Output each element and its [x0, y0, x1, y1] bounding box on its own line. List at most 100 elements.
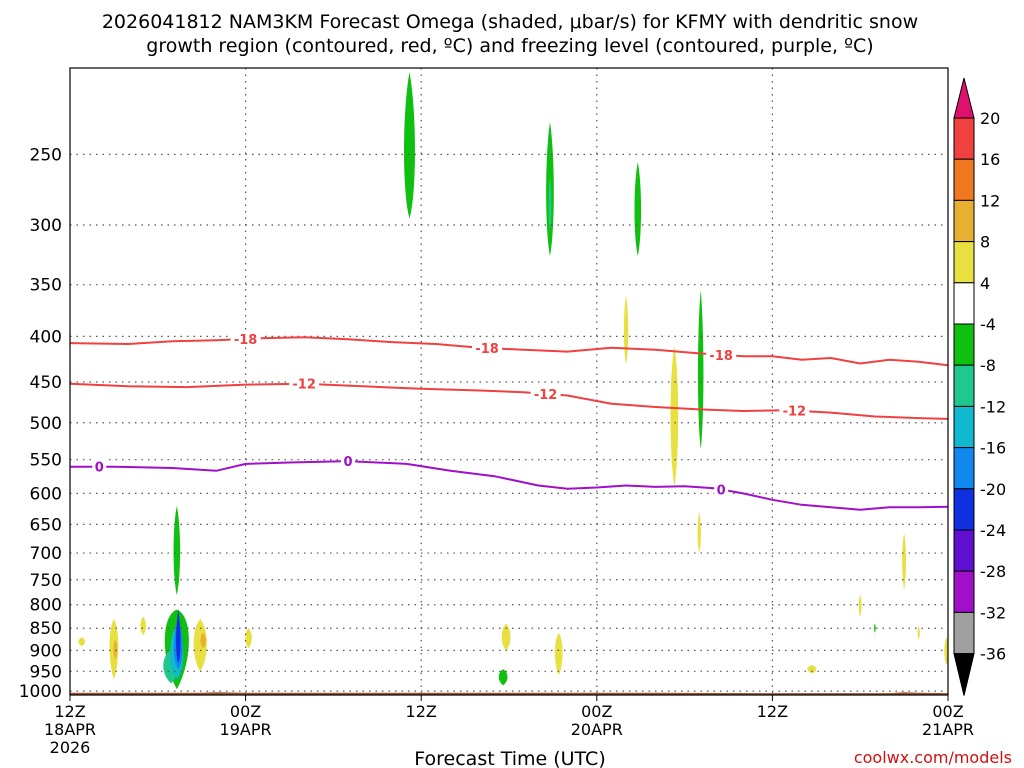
contour-label: -12 [292, 378, 316, 393]
omega-shading [78, 71, 948, 690]
contour-label: 0 [344, 455, 353, 470]
omega-blob [917, 625, 920, 640]
colorbar-segment [953, 117, 975, 160]
colorbar-segment [953, 323, 975, 366]
colorbar-label: -32 [980, 603, 1006, 622]
x-axis-label: Forecast Time (UTC) [414, 748, 605, 768]
omega-blob [902, 533, 907, 590]
contour-label-bg [289, 375, 320, 391]
x-tick-label: 21APR [922, 720, 974, 739]
colorbar-segment [953, 611, 975, 655]
contour-label-bg [341, 453, 356, 469]
colorbar-label: 12 [980, 191, 1000, 210]
omega-blob [670, 345, 679, 487]
contour-line [69, 336, 949, 367]
contour-label-bg [530, 385, 561, 401]
omega-blob [404, 71, 415, 219]
contour-label: 0 [717, 483, 726, 498]
omega-blob [858, 594, 862, 617]
omega-blob [176, 609, 181, 664]
y-tick-label: 300 [30, 216, 62, 236]
contour-label-bg [779, 402, 810, 418]
plot-frame [69, 67, 949, 696]
y-tick-label: 550 [30, 451, 62, 471]
contour-label: -18 [709, 349, 733, 364]
x-tick-label: 20APR [571, 720, 623, 739]
colorbar-label: 20 [980, 109, 1000, 128]
y-tick-label: 450 [30, 373, 62, 393]
plot-area: 2503003504004505005506006507007508008509… [19, 67, 1006, 757]
contour-label-bg [230, 330, 261, 346]
y-tick-label: 900 [30, 641, 62, 661]
x-tick-label: 00Z [581, 702, 612, 721]
omega-blob [697, 290, 704, 449]
colorbar-label: 4 [980, 274, 990, 293]
colorbar-bottom-arrow [953, 653, 975, 696]
omega-blob [498, 669, 508, 686]
contour-label-bg [706, 346, 737, 362]
omega-blob [501, 623, 511, 651]
contour-label: -12 [534, 388, 558, 403]
contour-label: 0 [95, 461, 104, 476]
omega-blob [634, 162, 642, 256]
x-tick-label: 18APR [44, 720, 96, 739]
colorbar-segment [953, 199, 975, 243]
omega-blob [245, 628, 252, 649]
x-tick-label: 2026 [50, 738, 91, 757]
y-tick-label: 400 [30, 327, 62, 347]
omega-blob [697, 512, 701, 554]
omega-blob [113, 639, 118, 659]
contour-label: -18 [234, 333, 258, 348]
omega-blob [944, 637, 948, 666]
chart-subtitle: growth region (contoured, red, ºC) and f… [146, 35, 873, 57]
colorbar-label: 8 [980, 233, 990, 252]
contour-label-bg [472, 340, 503, 356]
colorbar-label: -8 [980, 356, 996, 375]
colorbar-segment [953, 529, 975, 572]
omega-blob [193, 619, 207, 672]
colorbar-label: -20 [980, 480, 1006, 499]
x-tick-label: 12Z [54, 702, 85, 721]
x-tick-label: 00Z [230, 702, 261, 721]
omega-blob [554, 632, 563, 676]
credit-label: coolwx.com/models [854, 748, 1012, 767]
contour-label-bg [92, 458, 107, 474]
x-tick-label: 12Z [406, 702, 437, 721]
colorbar-segment [953, 282, 975, 325]
y-tick-label: 500 [30, 414, 62, 434]
colorbar-segment [953, 488, 975, 531]
colorbar-label: -4 [980, 315, 996, 334]
omega-blob [807, 665, 817, 674]
contour-line [69, 382, 949, 420]
colorbar-top-arrow [953, 77, 975, 119]
colorbar-label: -36 [980, 645, 1006, 664]
y-tick-label: 850 [30, 619, 62, 639]
omega-blob [173, 506, 181, 595]
colorbar-label: -24 [980, 521, 1006, 540]
y-tick-label: 350 [30, 276, 62, 296]
contour-line [70, 460, 949, 511]
colorbar-segment [953, 241, 975, 284]
contour-label: -12 [783, 405, 807, 420]
y-tick-label: 950 [30, 662, 62, 682]
x-tick-label: 12Z [757, 702, 788, 721]
y-tick-label: 800 [30, 596, 62, 616]
colorbar-label: -28 [980, 562, 1006, 581]
y-tick-label: 650 [30, 515, 62, 535]
y-tick-label: 1000 [19, 682, 62, 702]
terrain-ground [70, 692, 948, 695]
omega-blob [140, 616, 146, 635]
colorbar-segment [953, 447, 975, 490]
colorbar-label: 16 [980, 150, 1000, 169]
contour-label-bg [714, 481, 729, 497]
y-tick-label: 700 [30, 544, 62, 564]
contour-label: -18 [475, 342, 499, 357]
omega-blob [623, 295, 629, 365]
y-tick-label: 250 [30, 145, 62, 165]
colorbar-segment [953, 158, 975, 201]
y-tick-label: 750 [30, 571, 62, 591]
colorbar-label: -12 [980, 397, 1006, 416]
omega-blob [200, 632, 206, 649]
omega-blob [874, 623, 876, 633]
